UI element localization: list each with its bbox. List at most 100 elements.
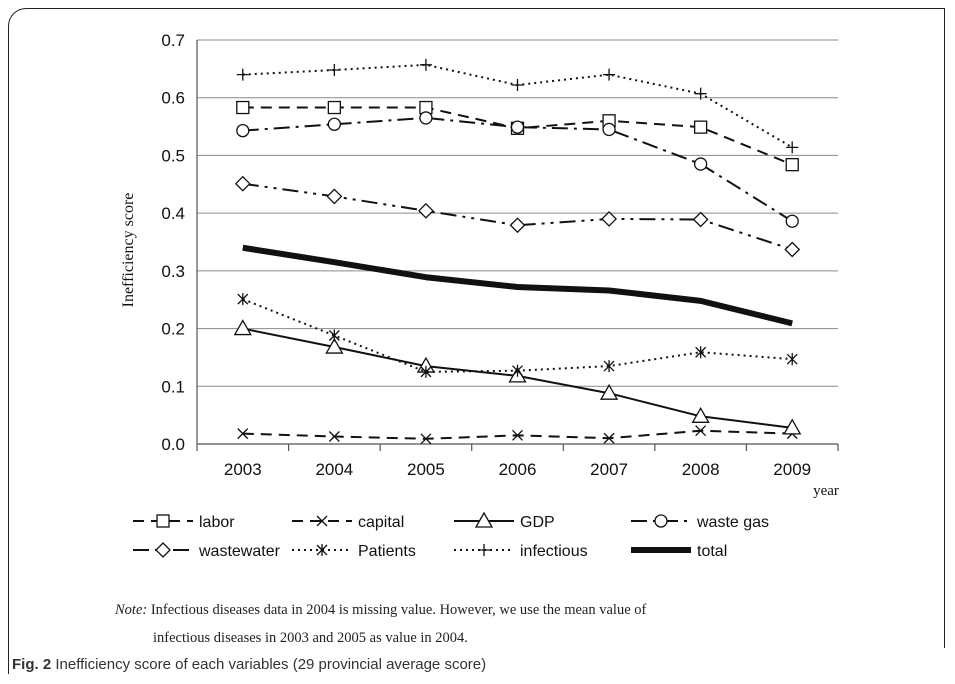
x-tick-label: 2008 (682, 460, 720, 479)
data-point-infectious (419, 58, 432, 71)
legend-item-labor: labor (133, 514, 235, 531)
y-tick-label: 0.5 (161, 146, 185, 165)
data-point-wastewater (326, 188, 343, 205)
data-point-patients (786, 353, 798, 366)
data-point-capital (237, 428, 249, 440)
figure-frame (8, 8, 945, 674)
note-line-1: Note: Infectious diseases data in 2004 i… (115, 597, 855, 625)
legend-marker-capital (316, 515, 328, 527)
series-line-labor (242, 106, 793, 166)
data-point-wastewater (418, 202, 434, 219)
data-point-gdp (691, 406, 710, 423)
legend-label-waste-gas: waste gas (696, 514, 769, 531)
data-point-labor (693, 120, 708, 134)
data-point-waste-gas (327, 117, 342, 131)
series-wastewater (234, 175, 801, 258)
legend-label-infectious: infectious (520, 543, 588, 560)
legend-item-waste-gas: waste gas (631, 514, 769, 531)
note-block: Note: Infectious diseases data in 2004 i… (115, 597, 855, 652)
x-tick-label: 2005 (407, 460, 445, 479)
data-point-wastewater (509, 217, 526, 234)
series-line-patients (242, 298, 793, 373)
data-point-waste-gas (785, 214, 799, 228)
x-tick-label: 2007 (590, 460, 628, 479)
note-text-1: Infectious diseases data in 2004 is miss… (150, 602, 647, 618)
data-point-waste-gas (693, 157, 708, 171)
data-point-gdp (783, 418, 802, 435)
legend-item-gdp: GDP (454, 511, 555, 531)
legend-label-gdp: GDP (520, 514, 555, 531)
y-axis-label: Inefficiency score (120, 193, 137, 308)
data-point-infectious (603, 68, 616, 81)
series-patients (237, 293, 798, 378)
data-point-capital (695, 425, 707, 437)
series-waste-gas (236, 111, 799, 228)
series-infectious (236, 58, 799, 154)
legend-marker-infectious (478, 544, 490, 556)
y-tick-label: 0.1 (161, 377, 185, 396)
legend-label-labor: labor (199, 514, 235, 531)
figure-caption-text: Inefficiency score of each variables (29… (55, 656, 487, 673)
data-point-patients (695, 346, 707, 359)
series-total (242, 244, 793, 327)
series-lines (233, 58, 802, 445)
data-point-wastewater (601, 210, 617, 227)
figure-caption: Fig. 2 Inefficiency score of each variab… (12, 656, 942, 673)
data-point-labor (327, 100, 342, 115)
legend-item-total: total (631, 543, 727, 560)
data-point-capital (512, 429, 523, 441)
y-tick-label: 0.0 (161, 435, 185, 454)
data-point-gdp (325, 337, 344, 354)
x-tick-label: 2009 (773, 460, 811, 479)
legend-marker-labor (156, 514, 170, 528)
data-point-waste-gas (602, 122, 616, 137)
data-point-wastewater (234, 175, 251, 192)
data-point-infectious (511, 79, 524, 92)
data-point-infectious (786, 141, 799, 154)
series-gdp (233, 319, 802, 435)
data-point-labor (785, 158, 799, 172)
line-chart: 0.0 0.1 0.2 0.3 0.4 0.5 0.6 0.7 2003 2004 2005 2006… (120, 31, 839, 560)
legend-item-infectious: infectious (454, 543, 588, 560)
data-point-patients (420, 365, 432, 378)
legend-label-capital: capital (358, 514, 404, 531)
x-axis-label: year (813, 483, 839, 499)
series-line-wastewater (242, 182, 793, 251)
data-point-infectious (694, 87, 707, 100)
data-point-infectious (236, 68, 249, 81)
gridlines (197, 39, 838, 387)
figure-frame-right-border (943, 8, 945, 648)
legend-item-patients: Patients (292, 543, 416, 560)
y-tick-label: 0.3 (161, 262, 185, 281)
data-point-wastewater (784, 241, 801, 258)
legend-marker-waste-gas (654, 514, 668, 528)
legend-item-capital: capital (292, 514, 404, 531)
y-tick-label: 0.7 (161, 31, 185, 50)
legend-marker-wastewater (155, 542, 171, 558)
x-tick-label: 2006 (499, 460, 537, 479)
note-line-2: infectious diseases in 2003 and 2005 as … (153, 629, 468, 646)
x-tick-label: 2003 (224, 460, 262, 479)
y-tick-label: 0.4 (161, 204, 185, 223)
data-point-capital (603, 432, 615, 444)
data-point-patients (603, 360, 615, 373)
y-tick-label: 0.6 (161, 89, 185, 108)
data-point-infectious (328, 64, 341, 77)
data-point-wastewater (692, 211, 709, 228)
data-point-waste-gas (510, 120, 525, 134)
legend-label-patients: Patients (358, 543, 416, 560)
data-point-labor (236, 100, 250, 115)
data-point-patients (237, 293, 249, 306)
data-point-patients (328, 329, 340, 342)
data-point-waste-gas (236, 123, 250, 138)
legend-label-total: total (697, 543, 727, 560)
axes: 0.0 0.1 0.2 0.3 0.4 0.5 0.6 0.7 2003 2004 2005 2006… (161, 31, 839, 479)
legend-marker-gdp (474, 511, 494, 528)
legend-marker-patients (316, 544, 328, 556)
series-labor (236, 100, 799, 172)
data-point-capital (420, 433, 432, 445)
legend-label-wastewater: wastewater (198, 543, 281, 560)
x-tick-label: 2004 (315, 460, 353, 479)
data-point-capital (328, 431, 340, 442)
series-line-total (242, 244, 793, 327)
